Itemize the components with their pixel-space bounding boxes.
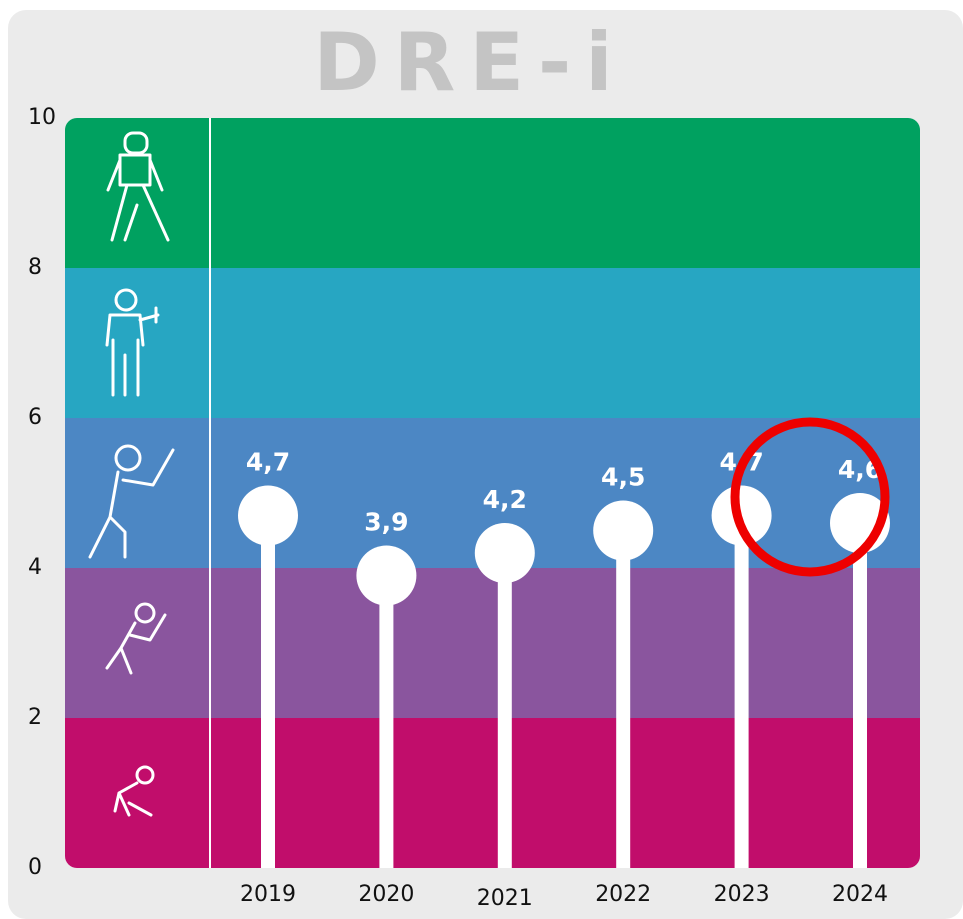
level-band <box>65 118 920 268</box>
dot <box>593 500 654 561</box>
x-tick-label: 2021 <box>477 886 533 911</box>
stem <box>497 553 512 868</box>
icon-warrior <box>88 444 175 559</box>
value-label: 4,7 <box>246 448 290 477</box>
stem <box>853 523 867 868</box>
dot <box>238 485 298 546</box>
y-tick-label: 6 <box>28 405 42 430</box>
y-tick-label: 10 <box>28 105 56 130</box>
y-tick-label: 4 <box>28 555 42 580</box>
x-tick-label: 2022 <box>595 882 651 907</box>
icon-robot <box>106 131 170 242</box>
y-tick-label: 2 <box>28 705 42 730</box>
highlight-circle <box>730 417 890 577</box>
stem <box>734 515 749 868</box>
dot <box>356 545 417 606</box>
icon-crouch <box>113 765 155 817</box>
value-label: 4,2 <box>483 485 527 514</box>
icon-club <box>105 602 167 675</box>
y-tick-label: 8 <box>28 255 42 280</box>
stem <box>261 515 275 868</box>
y-tick-label: 0 <box>28 855 42 880</box>
value-label: 4,5 <box>601 463 645 492</box>
value-label: 3,9 <box>364 508 408 537</box>
level-band <box>65 718 920 868</box>
level-icons <box>88 131 175 817</box>
dot <box>474 523 535 583</box>
icon-person-phone <box>105 288 160 397</box>
stem <box>616 530 631 868</box>
level-band <box>65 568 920 718</box>
chart-title: DRE-i <box>313 16 626 109</box>
x-tick-label: 2020 <box>358 882 414 907</box>
level-band <box>65 268 920 418</box>
x-tick-label: 2019 <box>240 882 296 907</box>
stem <box>379 575 394 868</box>
bands <box>65 118 920 868</box>
x-tick-label: 2024 <box>832 882 888 907</box>
x-tick-label: 2023 <box>714 882 770 907</box>
